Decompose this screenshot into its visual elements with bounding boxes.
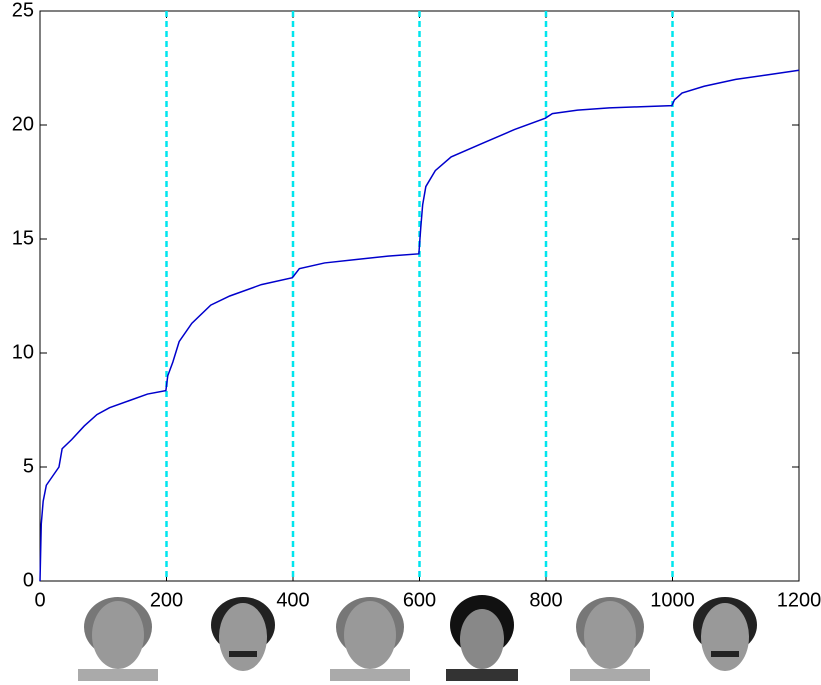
x-tick-label: 400 <box>276 589 309 611</box>
y-tick-label: 5 <box>23 455 34 477</box>
y-tick-label: 25 <box>12 0 34 21</box>
data-line <box>39 69 800 582</box>
face <box>570 597 650 681</box>
y-tick-label: 20 <box>12 113 34 135</box>
y-tick-label: 0 <box>23 569 34 591</box>
x-tick-label: 1000 <box>650 589 695 611</box>
x-tick-label: 600 <box>403 589 436 611</box>
face <box>78 597 158 681</box>
faces <box>78 595 757 681</box>
face <box>330 597 410 681</box>
y-tick-label: 10 <box>12 341 34 363</box>
x-tick-label: 0 <box>34 589 45 611</box>
face <box>693 597 757 671</box>
x-tick-label: 800 <box>529 589 562 611</box>
y-tick-label: 15 <box>12 227 34 249</box>
x-tick-label: 200 <box>150 589 183 611</box>
face <box>211 597 275 671</box>
face <box>446 595 518 681</box>
x-tick-label: 1200 <box>777 589 821 611</box>
